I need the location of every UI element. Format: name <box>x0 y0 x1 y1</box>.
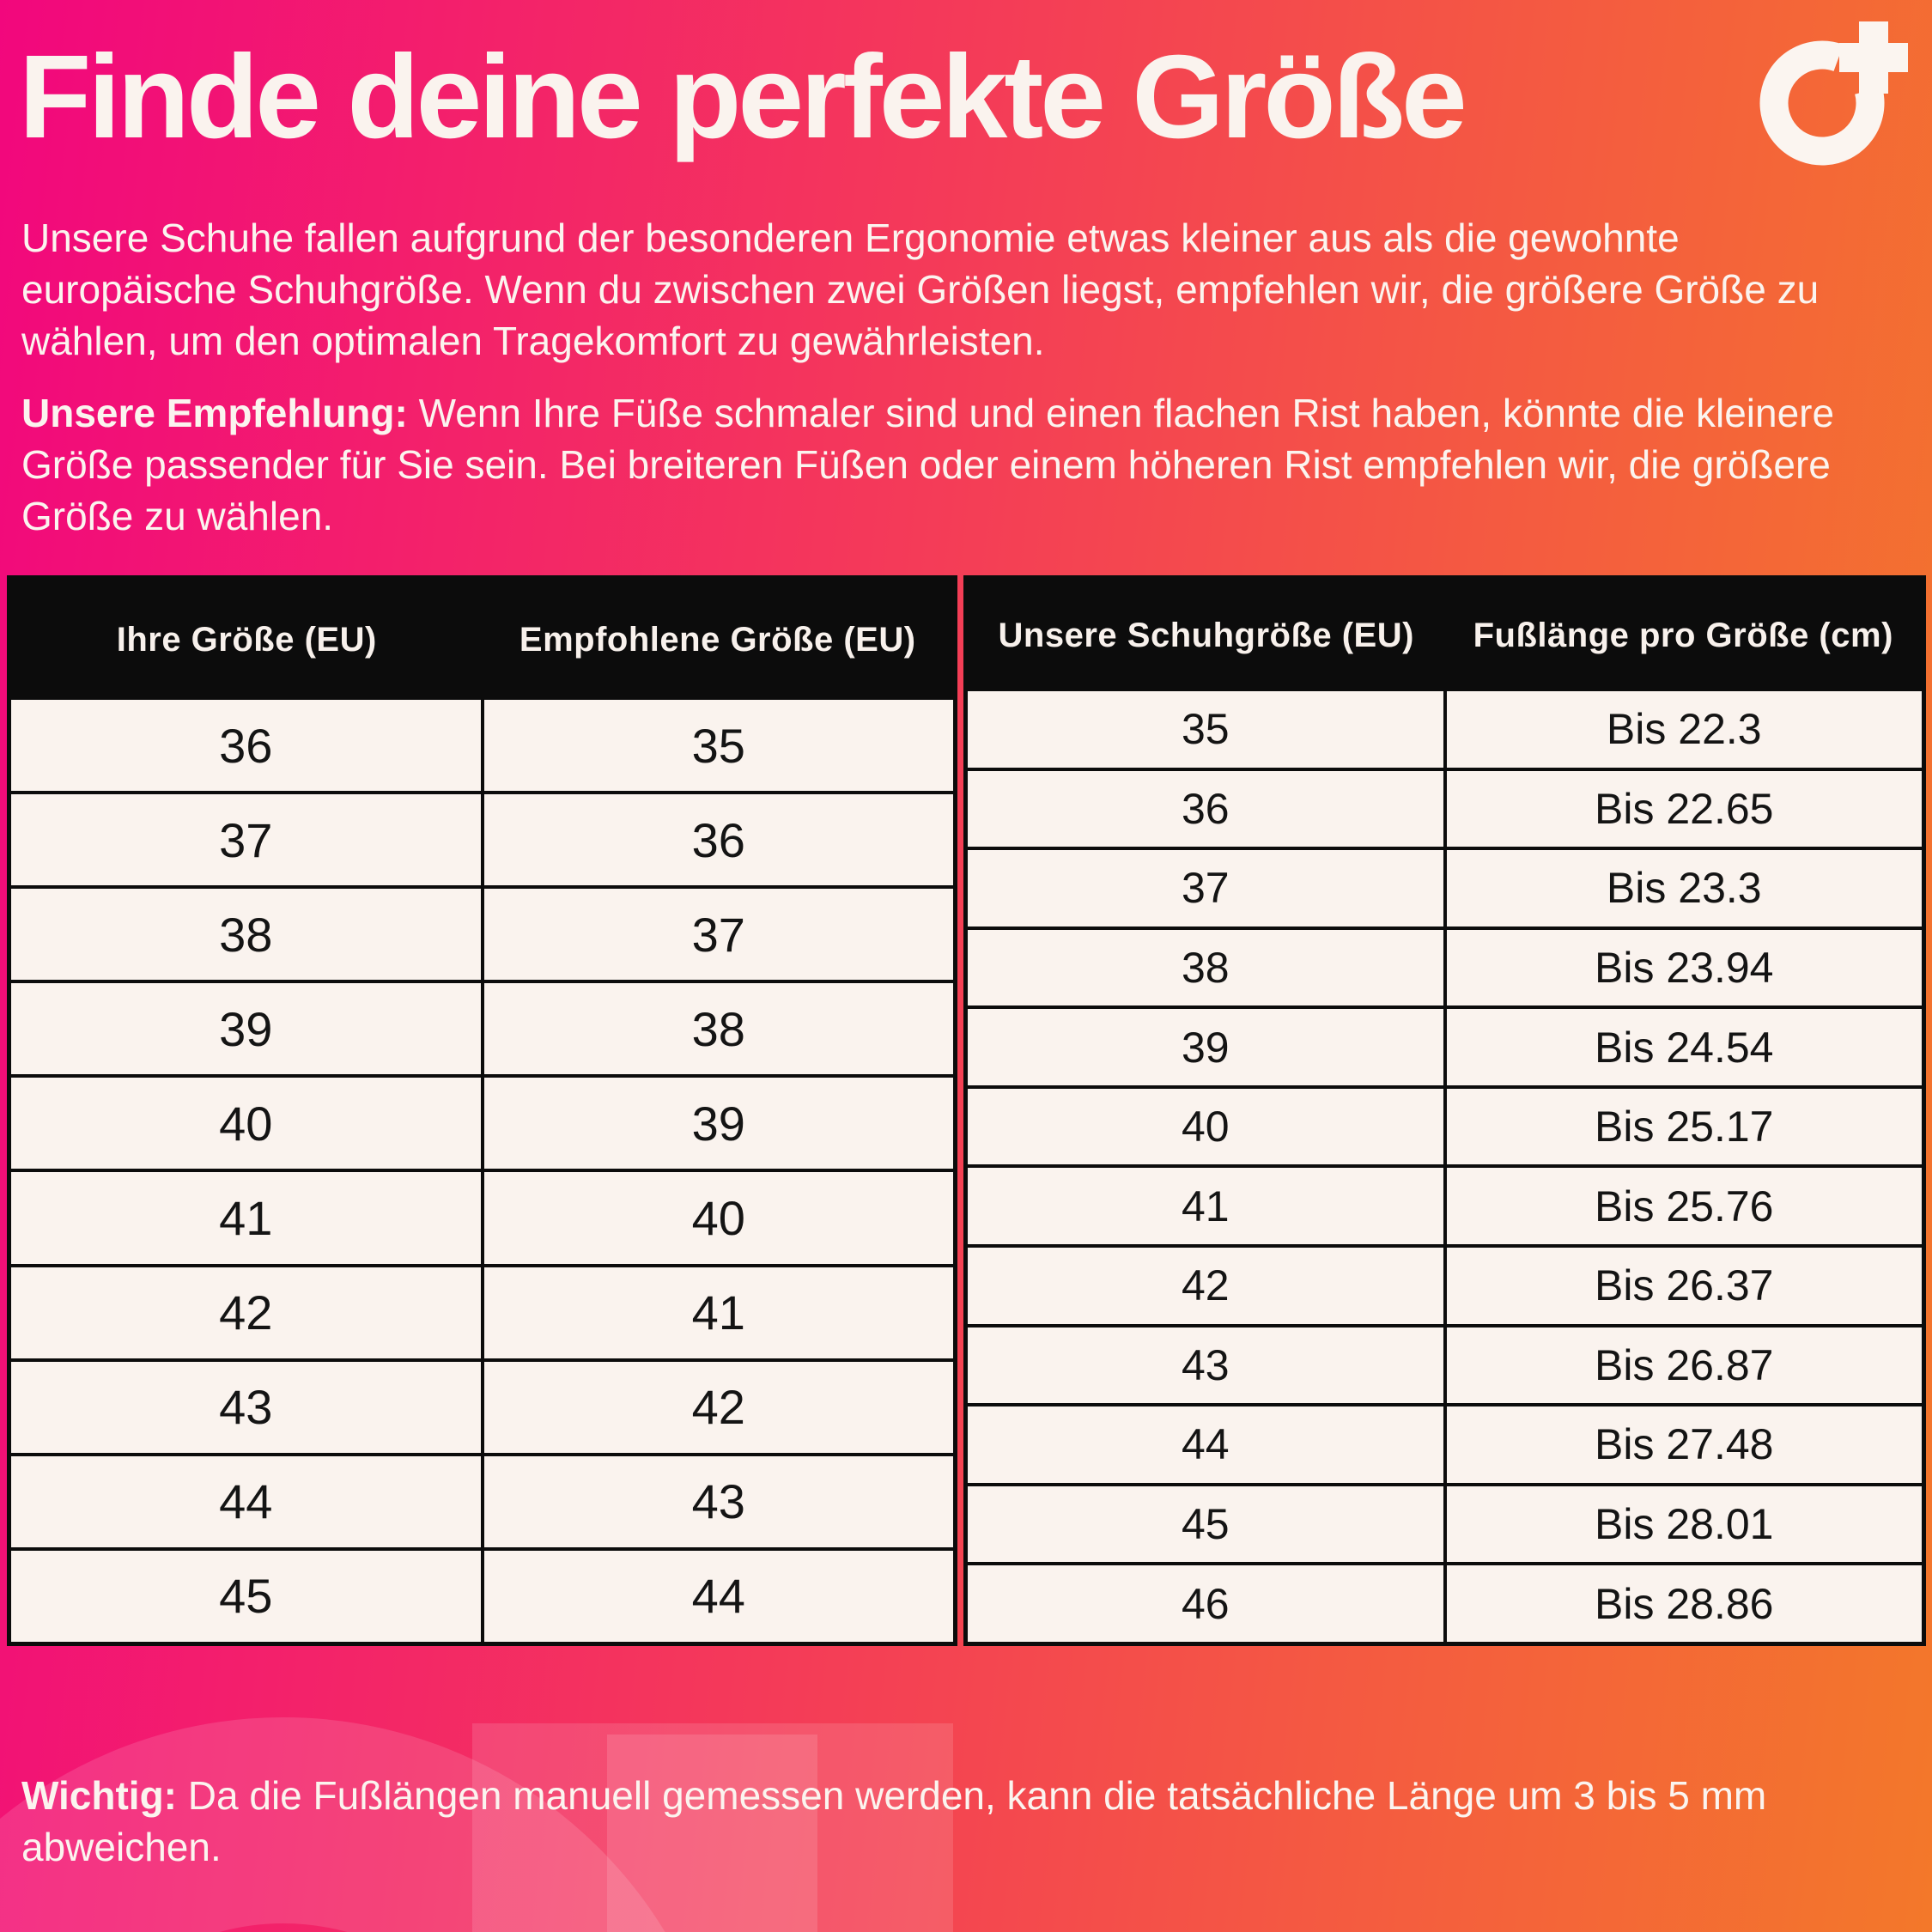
table-row: 39 Bis 24.54 <box>968 1005 1922 1085</box>
table-row: 46 Bis 28.86 <box>968 1562 1922 1642</box>
table-row: 44 43 <box>11 1452 954 1547</box>
column-header-recommended-size: Empfohlene Größe (EU) <box>519 620 916 659</box>
table-cell: 40 <box>219 1096 273 1151</box>
table-row: 43 Bis 26.87 <box>968 1323 1923 1404</box>
table-cell: 38 <box>480 983 954 1075</box>
table-cell: 37 <box>480 889 954 981</box>
table-row: 37 Bis 23.3 <box>968 847 1922 927</box>
table-row: 39 38 <box>11 980 954 1075</box>
column-header-our-shoe-size: Unsere Schuhgröße (EU) <box>998 616 1414 654</box>
table-cell: 43 <box>480 1455 954 1547</box>
table-cell: 35 <box>480 700 954 792</box>
brand-logo-icon <box>1759 21 1908 166</box>
table-cell: Bis 25.17 <box>1443 1088 1923 1165</box>
table-cell: 39 <box>1181 1023 1230 1072</box>
table-cell: 46 <box>1181 1579 1230 1628</box>
recommendation-paragraph: Unsere Empfehlung: Wenn Ihre Füße schmal… <box>21 388 1838 542</box>
table-row: 36 35 <box>11 700 954 792</box>
table-cell: 38 <box>219 907 273 962</box>
table-cell: 42 <box>219 1285 273 1340</box>
table-cell: 35 <box>1181 705 1230 754</box>
footer-note: Wichtig: Da die Fußlängen manuell gemess… <box>21 1771 1838 1874</box>
table-cell: 36 <box>1181 784 1230 833</box>
table-cell: 37 <box>219 812 273 867</box>
table-row: 44 Bis 27.48 <box>968 1403 1922 1483</box>
table-cell: 41 <box>1181 1182 1230 1230</box>
table-cell: 44 <box>480 1550 954 1642</box>
table-cell: 39 <box>480 1078 954 1170</box>
table-row: 45 Bis 28.01 <box>968 1482 1923 1563</box>
table-cell: 41 <box>219 1191 273 1246</box>
table-cell: 42 <box>1181 1261 1230 1310</box>
table-cell: 39 <box>219 1001 273 1056</box>
table-row: 37 36 <box>11 791 954 886</box>
table-cell: 36 <box>480 794 954 886</box>
recommendation-label: Unsere Empfehlung: <box>21 391 408 435</box>
table-cell: Bis 26.37 <box>1443 1248 1923 1324</box>
table-cell: Bis 25.76 <box>1443 1168 1923 1245</box>
size-recommendation-table: Ihre Größe (EU) Empfohlene Größe (EU) 36… <box>7 575 957 1646</box>
table-cell: 40 <box>480 1172 954 1264</box>
table-cell: 44 <box>1181 1420 1230 1469</box>
table-cell: Bis 22.3 <box>1443 691 1923 768</box>
table-row: 36 Bis 22.65 <box>968 767 1923 848</box>
column-header-foot-length: Fußlänge pro Größe (cm) <box>1473 616 1893 654</box>
foot-length-header-row: Unsere Schuhgröße (EU) Fußlänge pro Größ… <box>968 580 1922 691</box>
table-cell: Bis 28.01 <box>1443 1485 1923 1563</box>
table-row: 40 39 <box>11 1074 954 1170</box>
footer-label: Wichtig: <box>21 1773 177 1818</box>
size-recommendation-header-row: Ihre Größe (EU) Empfohlene Größe (EU) <box>11 580 953 700</box>
table-cell: 43 <box>219 1380 273 1435</box>
foot-length-body: 35 Bis 22.3 36 Bis 22.65 37 Bis 23.3 38 Bis 23.… <box>968 691 1922 1642</box>
table-row: 40 Bis 25.17 <box>968 1084 1923 1165</box>
footer-text: Da die Fußlängen manuell gemessen werden… <box>21 1773 1767 1869</box>
table-cell: 43 <box>1181 1340 1230 1389</box>
table-row: 38 Bis 23.94 <box>968 926 1923 1006</box>
table-row: 43 42 <box>11 1358 953 1453</box>
table-cell: 40 <box>1181 1103 1230 1151</box>
table-cell: 36 <box>219 718 273 773</box>
table-row: 41 Bis 25.76 <box>968 1164 1923 1245</box>
table-cell: 37 <box>1181 864 1230 913</box>
foot-length-table: Unsere Schuhgröße (EU) Fußlänge pro Größ… <box>963 575 1926 1646</box>
table-cell: 41 <box>480 1267 954 1358</box>
column-header-your-size: Ihre Größe (EU) <box>116 620 377 659</box>
recommendation-text: Wenn Ihre Füße schmaler sind und einen f… <box>21 391 1835 538</box>
table-cell: 45 <box>219 1569 273 1624</box>
table-cell: Bis 28.86 <box>1443 1565 1923 1642</box>
table-cell: Bis 23.94 <box>1443 929 1923 1006</box>
table-cell: 45 <box>1181 1500 1230 1549</box>
table-row: 45 44 <box>11 1546 954 1642</box>
table-row: 42 Bis 26.37 <box>968 1244 1922 1324</box>
page-title: Finde deine perfekte Größe <box>19 31 1467 163</box>
intro-paragraph: Unsere Schuhe fallen aufgrund der besond… <box>21 216 1820 363</box>
table-cell: 42 <box>480 1361 954 1453</box>
table-row: 42 41 <box>11 1263 954 1358</box>
table-cell: 44 <box>219 1474 273 1529</box>
table-row: 41 40 <box>11 1169 954 1264</box>
table-cell: Bis 27.48 <box>1443 1406 1923 1483</box>
table-cell: Bis 26.87 <box>1443 1327 1923 1404</box>
table-cell: 38 <box>1181 944 1230 993</box>
table-row: 38 37 <box>11 885 954 981</box>
size-recommendation-body: 36 35 37 36 38 37 39 38 40 39 41 40 42 41 43 42 44 43 45 44 <box>11 700 953 1642</box>
table-cell: Bis 24.54 <box>1443 1009 1923 1085</box>
table-cell: Bis 23.3 <box>1443 850 1923 927</box>
table-cell: Bis 22.65 <box>1443 770 1923 848</box>
table-row: 35 Bis 22.3 <box>968 691 1922 768</box>
